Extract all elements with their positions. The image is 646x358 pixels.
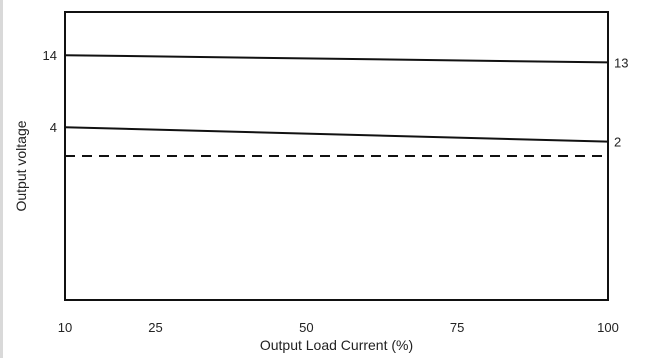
x-axis-title: Output Load Current (%) (260, 337, 413, 353)
x-tick-label: 100 (597, 320, 619, 335)
x-tick-label: 10 (58, 320, 72, 335)
x-tick-label: 25 (148, 320, 162, 335)
x-tick-label: 75 (450, 320, 464, 335)
x-tick-label: 50 (299, 320, 313, 335)
y-tick-label: 14 (43, 48, 57, 63)
series-end-labels: 13 2 (614, 55, 628, 149)
y-axis-title: Output voltage (13, 120, 29, 211)
y-tick-labels: 14 4 (43, 48, 57, 135)
page-edge-strip (0, 0, 3, 358)
series-layer (64, 54, 609, 157)
y-tick-label: 4 (50, 120, 57, 135)
series-end-label-2: 2 (614, 135, 621, 150)
series-line-2 (64, 126, 609, 143)
x-tick-labels: 10 25 50 75 100 (58, 320, 619, 335)
series-line-1 (64, 54, 609, 64)
series-end-label-1: 13 (614, 55, 628, 70)
